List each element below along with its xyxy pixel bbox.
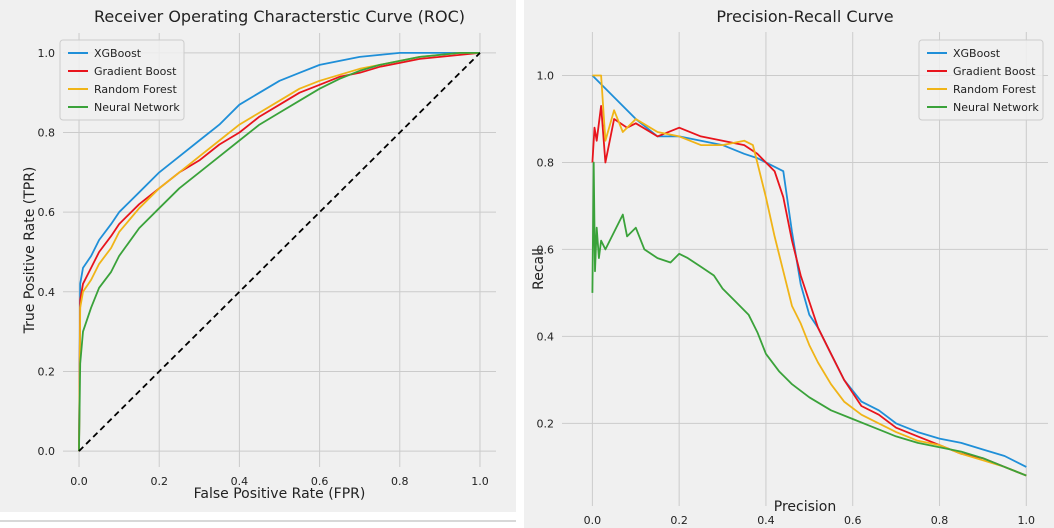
y-tick-label: 1.0 (537, 69, 555, 82)
legend-label: XGBoost (94, 47, 142, 60)
x-tick-label: 0.6 (844, 514, 862, 527)
series-line-xgboost (78, 52, 480, 452)
y-axis-title: True Positive Rate (TPR) (22, 167, 38, 335)
divider (0, 520, 516, 522)
y-tick-label: 0.4 (537, 330, 555, 343)
y-tick-label: 1.0 (38, 47, 56, 60)
legend-box (918, 39, 1044, 121)
x-axis-title: False Positive Rate (FPR) (194, 486, 366, 502)
pr-chart: 0.0 0.2 0.4 0.6 0.8 1.0 0.2 0.4 0.6 0.8 1.0 Precisi… (531, 7, 1048, 527)
legend-label: Random Forest (94, 83, 177, 96)
y-tick-label: 0.0 (38, 445, 56, 458)
x-tick-label: 0.2 (150, 475, 168, 488)
y-tick-label: 0.2 (38, 365, 56, 378)
x-tick-label: 0.4 (757, 514, 775, 527)
x-tick-label: 1.0 (1018, 514, 1035, 527)
roc-chart: 0.0 0.2 0.4 0.6 0.8 1.0 0.0 0.2 0.4 0.6 0.8 1.0 Rece… (22, 7, 496, 502)
series-line-random-forest (592, 74, 1027, 477)
series-line-xgboost (591, 74, 1027, 468)
y-tick-label: 0.6 (537, 243, 555, 256)
x-tick-label: 0.8 (931, 514, 949, 527)
y-tick-label: 0.4 (38, 286, 56, 299)
x-tick-label: 0.2 (670, 514, 688, 527)
x-tick-label: 0.4 (231, 475, 249, 488)
legend-label: Gradient Boost (953, 65, 1036, 78)
legend: XGBoost Gradient Boost Random Forest Neural… (918, 39, 1044, 121)
x-tick-label: 0.0 (70, 475, 88, 488)
x-tick-label: 0.6 (311, 475, 329, 488)
series-line-neural-network (78, 52, 480, 452)
legend-label: Neural Network (953, 101, 1039, 114)
x-tick-label: 1.0 (471, 475, 489, 488)
legend: XGBoost Gradient Boost Random Forest Neural… (59, 39, 185, 121)
x-tick-label: 0.0 (584, 514, 602, 527)
pr-chart-panel: 0.0 0.2 0.4 0.6 0.8 1.0 0.2 0.4 0.6 0.8 1.0 Precisi… (524, 0, 1054, 528)
legend-label: Gradient Boost (94, 65, 177, 78)
chart-title: Receiver Operating Characterstic Curve (… (94, 7, 465, 26)
y-tick-label: 0.6 (38, 206, 56, 219)
series-line-gradient-boost (78, 52, 481, 452)
diagonal-reference-line (78, 52, 481, 452)
legend-label: Random Forest (953, 83, 1036, 96)
x-axis-title: Precision (774, 499, 836, 515)
y-tick-label: 0.8 (38, 127, 56, 140)
series-line-neural-network (591, 161, 1027, 477)
roc-chart-panel: 0.0 0.2 0.4 0.6 0.8 1.0 0.0 0.2 0.4 0.6 0.8 1.0 Rece… (0, 0, 516, 512)
legend-label: XGBoost (953, 47, 1001, 60)
legend-label: Neural Network (94, 101, 180, 114)
legend-box (59, 39, 185, 121)
series-line-gradient-boost (591, 105, 1027, 477)
chart-title: Precision-Recall Curve (716, 7, 893, 26)
y-tick-label: 0.8 (537, 156, 555, 169)
y-tick-label: 0.2 (537, 417, 555, 430)
x-tick-label: 0.8 (391, 475, 409, 488)
y-axis-title: Recall (531, 248, 547, 290)
